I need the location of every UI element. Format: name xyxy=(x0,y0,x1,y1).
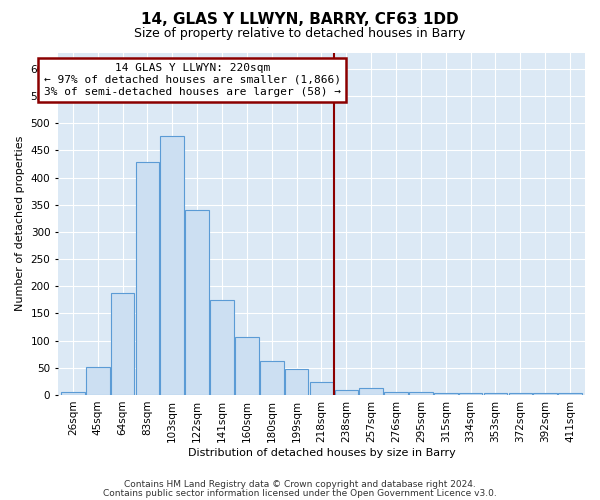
Bar xyxy=(285,370,308,395)
Text: Size of property relative to detached houses in Barry: Size of property relative to detached ho… xyxy=(134,28,466,40)
Text: 14, GLAS Y LLWYN, BARRY, CF63 1DD: 14, GLAS Y LLWYN, BARRY, CF63 1DD xyxy=(141,12,459,28)
Bar xyxy=(558,394,582,395)
Bar xyxy=(335,390,358,395)
Bar xyxy=(260,362,284,395)
Text: Contains HM Land Registry data © Crown copyright and database right 2024.: Contains HM Land Registry data © Crown c… xyxy=(124,480,476,489)
Bar xyxy=(509,393,532,395)
Bar xyxy=(359,388,383,395)
Bar xyxy=(86,366,110,395)
Bar xyxy=(61,392,85,395)
Bar xyxy=(533,394,557,395)
Bar xyxy=(185,210,209,395)
Bar xyxy=(484,394,508,395)
Bar xyxy=(235,337,259,395)
Bar xyxy=(459,393,482,395)
Bar xyxy=(136,162,159,395)
X-axis label: Distribution of detached houses by size in Barry: Distribution of detached houses by size … xyxy=(188,448,455,458)
Text: 14 GLAS Y LLWYN: 220sqm
← 97% of detached houses are smaller (1,866)
3% of semi-: 14 GLAS Y LLWYN: 220sqm ← 97% of detache… xyxy=(44,64,341,96)
Bar xyxy=(111,294,134,395)
Bar xyxy=(210,300,234,395)
Bar xyxy=(434,393,458,395)
Bar xyxy=(310,382,333,395)
Text: Contains public sector information licensed under the Open Government Licence v3: Contains public sector information licen… xyxy=(103,488,497,498)
Y-axis label: Number of detached properties: Number of detached properties xyxy=(15,136,25,312)
Bar xyxy=(409,392,433,395)
Bar xyxy=(384,392,408,395)
Bar xyxy=(160,136,184,395)
